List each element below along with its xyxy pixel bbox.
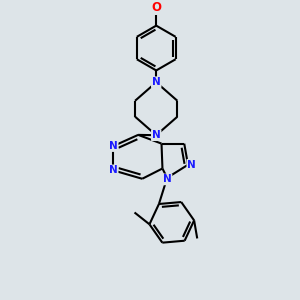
Text: N: N — [187, 160, 196, 170]
Text: N: N — [109, 165, 118, 176]
Text: O: O — [151, 1, 161, 14]
Text: N: N — [109, 141, 118, 151]
Text: N: N — [152, 130, 161, 140]
Text: N: N — [152, 77, 161, 87]
Text: N: N — [163, 174, 172, 184]
